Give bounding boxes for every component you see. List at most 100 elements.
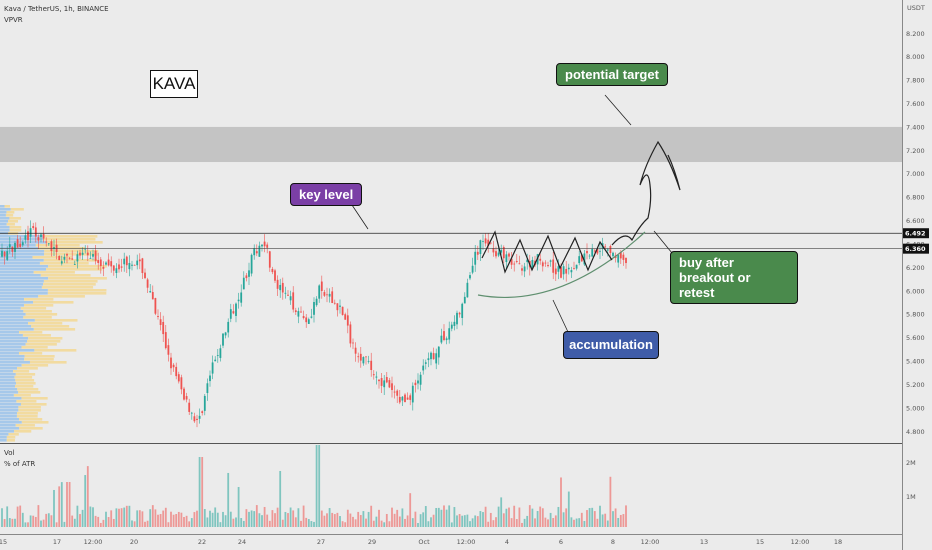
vpvr-bar-up	[0, 277, 49, 280]
candle-body	[107, 259, 110, 266]
price-tag-lower: 6.360	[905, 245, 926, 253]
volume-bar	[557, 506, 560, 527]
candle-body	[502, 247, 505, 259]
vpvr-bar-down	[6, 211, 15, 214]
volume-bar	[266, 514, 269, 527]
vpvr-bar-down	[15, 373, 36, 376]
candle-body	[450, 324, 453, 329]
vpvr-bar-down	[13, 370, 30, 373]
vpvr-bar-down	[20, 307, 47, 310]
candle-body	[339, 305, 341, 307]
volume-bar	[495, 517, 497, 527]
candle-body	[271, 268, 274, 273]
candle-body	[21, 242, 24, 246]
volume-bar	[294, 517, 297, 527]
vpvr-bar-down	[44, 250, 99, 253]
volume-bar	[92, 507, 94, 527]
volume-bar	[466, 514, 469, 527]
candle-body	[617, 254, 620, 263]
vpvr-bar-down	[10, 208, 24, 211]
candle-body	[245, 275, 248, 279]
vpvr-bar-up	[0, 436, 7, 439]
vpvr-bar-down	[43, 280, 98, 283]
volume-bar	[378, 509, 380, 527]
vpvr-bar-down	[41, 286, 94, 289]
candle-body	[432, 353, 435, 360]
vpvr-bar-up	[0, 337, 29, 340]
accumulation-pointer	[552, 299, 569, 333]
candle-body	[466, 282, 469, 298]
vpvr-bar-down	[4, 205, 11, 208]
vpvr-bar-up	[0, 280, 44, 283]
candle-body	[471, 265, 474, 273]
candle-body	[346, 315, 349, 326]
vpvr-bar-down	[33, 328, 76, 331]
atr-label: % of ATR	[4, 460, 36, 468]
candle-body	[292, 292, 295, 310]
vpvr-bar-down	[39, 262, 89, 265]
volume-bar	[614, 508, 617, 527]
volume-bar	[141, 511, 144, 527]
volume-bar	[404, 518, 406, 527]
candle-body	[562, 266, 565, 275]
candle-body	[320, 281, 323, 291]
volume-bar	[385, 513, 388, 527]
volume-bar	[34, 516, 37, 527]
volume-bar	[411, 518, 414, 527]
volume-bar	[188, 521, 191, 527]
volume-bar	[528, 505, 531, 527]
vpvr-bar-down	[46, 241, 103, 244]
vpvr-bar-up	[0, 289, 48, 292]
vpvr-bar-down	[6, 436, 16, 439]
vpvr-bar-up	[0, 229, 10, 232]
vpvr-bar-down	[14, 430, 32, 433]
candle-body	[232, 311, 235, 314]
candle-body	[71, 258, 74, 260]
vpvr-bar-down	[38, 295, 85, 298]
candle-body	[586, 250, 588, 254]
candle-body	[323, 292, 326, 296]
time-tick-label: 12:00	[791, 538, 810, 546]
volume-label[interactable]: Vol	[4, 449, 15, 457]
volume-bar	[445, 509, 448, 527]
vpvr-bar-down	[34, 319, 78, 322]
candle-body	[167, 345, 170, 355]
vpvr-indicator-label[interactable]: VPVR	[4, 16, 23, 24]
volume-bar	[383, 522, 386, 527]
volume-bar	[484, 506, 487, 527]
volume-bar	[110, 510, 113, 527]
candle-body	[24, 235, 27, 240]
volume-bar	[502, 513, 505, 527]
candle-body	[362, 357, 365, 364]
candle-body	[575, 264, 578, 269]
volume-bar	[393, 513, 396, 527]
candle-body	[92, 254, 94, 257]
volume-bar	[336, 512, 339, 527]
volume-bar	[505, 508, 508, 527]
candle-body	[352, 342, 354, 344]
candle-body	[125, 256, 128, 266]
candle-body	[495, 251, 497, 257]
candle-body	[518, 263, 521, 265]
candle-body	[16, 239, 19, 248]
volume-bar	[534, 518, 536, 527]
volume-bar	[372, 520, 375, 527]
vpvr-bar-up	[0, 352, 19, 355]
vpvr-bar-down	[9, 217, 21, 220]
vpvr-bar-down	[23, 310, 52, 313]
candle-body	[328, 293, 331, 297]
volume-bar	[167, 522, 170, 527]
time-tick-label: 12:00	[457, 538, 476, 546]
volume-bar	[190, 518, 193, 527]
candle-body	[162, 321, 165, 335]
vpvr-bar-up	[0, 388, 18, 391]
volume-bar	[157, 514, 159, 527]
candle-body	[281, 282, 284, 293]
volume-bar	[29, 515, 32, 527]
candle-body	[411, 385, 414, 403]
volume-bar	[133, 521, 136, 527]
candle-body	[409, 395, 412, 400]
candle-body	[357, 356, 360, 358]
vpvr-bar-up	[0, 334, 23, 337]
